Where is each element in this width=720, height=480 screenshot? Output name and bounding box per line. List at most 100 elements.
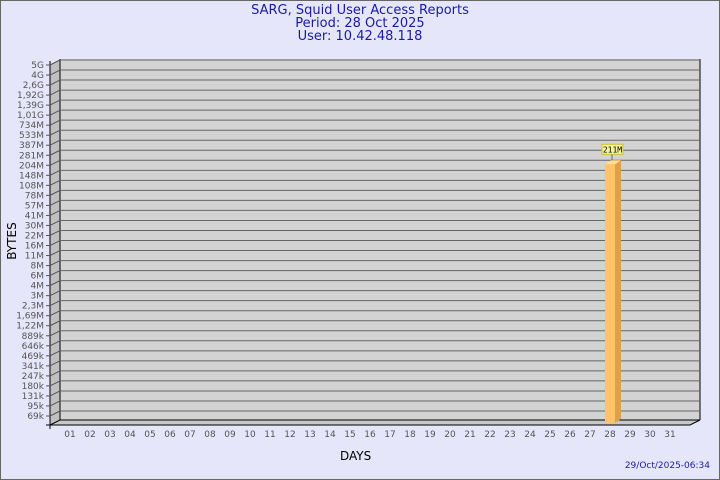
y-tick-depth [49, 119, 61, 126]
y-tick-label: 889k [22, 332, 45, 342]
chart-period: Period: 28 Oct 2025 [295, 16, 425, 31]
x-tick-label: 04 [124, 430, 136, 440]
data-label-box [601, 143, 624, 155]
y-tick-label: 533M [19, 131, 44, 141]
y-tick-label: 4G [31, 71, 44, 81]
plot-floor [49, 419, 701, 426]
y-tick-depth [49, 240, 61, 246]
y-tick-depth [49, 109, 61, 116]
y-tick-label: 57M [25, 201, 44, 211]
y-tick-depth [49, 390, 61, 397]
y-tick-depth [49, 220, 61, 226]
y-tick-label: 22M [25, 231, 44, 241]
x-tick-label: 08 [204, 430, 216, 440]
y-tick-depth [49, 280, 61, 287]
x-tick-label: 29 [624, 430, 636, 440]
x-tick-label: 24 [524, 430, 536, 440]
y-tick-depth [49, 179, 61, 186]
y-tick-depth [49, 59, 61, 66]
y-tick-depth [49, 250, 61, 256]
y-tick-label: 387M [19, 141, 44, 151]
y-tick-label: 16M [25, 242, 44, 252]
x-tick-label: 03 [104, 430, 115, 440]
y-tick-label: 2,6G [23, 81, 44, 91]
x-tick-label: 23 [504, 430, 515, 440]
y-tick-depth [49, 370, 61, 377]
x-tick-label: 02 [84, 430, 95, 440]
plot-side-wall [50, 59, 60, 425]
y-tick-label: 1,22M [16, 322, 44, 332]
x-tick-label: 05 [144, 430, 155, 440]
x-tick-label: 10 [244, 430, 256, 440]
chart-title: SARG, Squid User Access Reports [251, 3, 469, 18]
x-tick-label: 16 [364, 430, 376, 440]
y-tick-depth [49, 209, 61, 216]
x-tick-label: 22 [484, 430, 495, 440]
y-tick-label: 341k [22, 362, 45, 372]
y-tick-depth [49, 380, 61, 387]
y-tick-depth [49, 69, 61, 76]
y-tick-label: 180k [22, 382, 45, 392]
y-tick-depth [49, 149, 61, 156]
y-tick-depth [49, 290, 61, 297]
y-tick-label: 131k [22, 392, 45, 402]
y-tick-label: 148M [19, 171, 44, 181]
x-tick-label: 14 [324, 430, 336, 440]
x-tick-label: 21 [464, 430, 475, 440]
y-tick-label: 4M [31, 282, 45, 292]
plot-back-wall [60, 59, 700, 420]
x-tick-label: 15 [344, 430, 355, 440]
x-tick-label: 28 [604, 430, 616, 440]
y-tick-label: 646k [22, 342, 45, 352]
data-label: 211M [603, 145, 622, 154]
x-tick-label: 20 [444, 430, 456, 440]
y-tick-label: 41M [25, 211, 44, 221]
y-tick-label: 30M [25, 221, 44, 231]
y-tick-label: 69k [27, 412, 44, 422]
y-tick-depth [49, 310, 61, 317]
y-tick-label: 5G [31, 61, 44, 71]
x-axis-label: DAYS [340, 449, 372, 463]
x-tick-label: 30 [644, 430, 656, 440]
y-tick-depth [49, 330, 61, 337]
y-tick-depth [49, 189, 61, 196]
y-tick-label: 11M [25, 252, 44, 262]
y-tick-depth [49, 400, 61, 407]
chart-user: User: 10.42.48.118 [297, 29, 423, 44]
y-tick-label: 108M [19, 181, 44, 191]
y-tick-label: 1,01G [17, 111, 44, 121]
y-tick-depth [49, 320, 61, 327]
y-tick-depth [49, 350, 61, 357]
y-tick-label: 3M [31, 292, 45, 302]
y-tick-depth [49, 129, 61, 136]
y-tick-label: 247k [22, 372, 45, 382]
bar [605, 164, 615, 423]
y-tick-depth [49, 340, 61, 347]
x-tick-label: 25 [544, 430, 555, 440]
y-tick-depth [49, 199, 61, 206]
x-tick-label: 13 [304, 430, 315, 440]
y-tick-depth [49, 260, 61, 267]
bar-side [615, 160, 621, 423]
y-tick-label: 1,39G [17, 101, 44, 111]
y-tick-label: 8M [31, 262, 45, 272]
x-tick-label: 06 [164, 430, 176, 440]
y-tick-label: 78M [25, 191, 44, 201]
x-tick-label: 01 [64, 430, 75, 440]
x-tick-label: 09 [224, 430, 236, 440]
y-tick-label: 1,92G [17, 91, 44, 101]
y-tick-label: 1,69M [16, 312, 44, 322]
y-tick-label: 734M [19, 121, 44, 131]
x-tick-label: 17 [384, 430, 395, 440]
y-tick-depth [49, 89, 61, 96]
x-tick-label: 31 [664, 430, 675, 440]
x-tick-label: 18 [404, 430, 416, 440]
y-tick-label: 95k [27, 402, 44, 412]
y-tick-depth [49, 159, 61, 166]
y-tick-label: 281M [19, 151, 44, 161]
y-tick-label: 6M [31, 272, 45, 282]
y-tick-depth [49, 99, 61, 106]
x-tick-label: 12 [284, 430, 295, 440]
x-tick-label: 07 [184, 430, 195, 440]
